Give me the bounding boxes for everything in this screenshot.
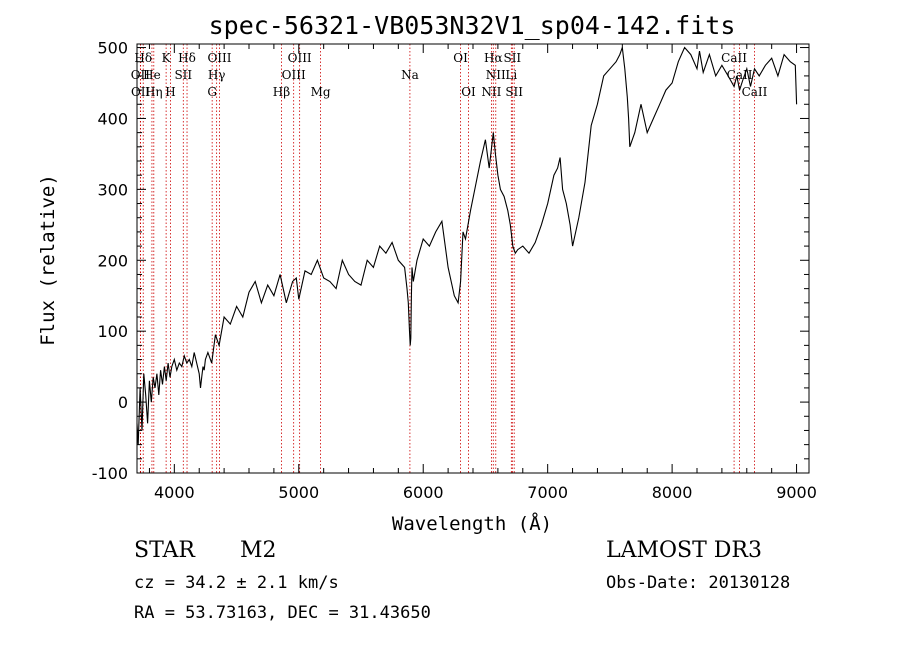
line-marker-label: Na [401, 68, 419, 82]
y-tick-label: 200 [97, 251, 128, 270]
x-tick-label: 9000 [776, 483, 817, 502]
y-tick-label: 400 [97, 109, 128, 128]
line-marker-label: NII [486, 68, 506, 82]
subclass: M2 [240, 538, 277, 563]
line-marker-label: K [162, 51, 172, 65]
line-marker-label: SII [505, 85, 523, 99]
y-tick-label: 0 [118, 393, 128, 412]
line-marker-label: Mg [311, 85, 331, 99]
x-axis-ticks: 4000 5000 6000 7000 8000 9000 [148, 44, 817, 502]
line-marker-label: Hη [145, 85, 163, 99]
line-marker-label: SII [174, 68, 192, 82]
line-marker-label: He [143, 68, 161, 82]
object-type: STAR [134, 538, 195, 563]
y-axis-ticks: -100 0 100 200 300 400 500 [92, 39, 809, 483]
line-marker-label: OI [461, 85, 476, 99]
x-tick-label: 4000 [154, 483, 195, 502]
line-marker-label: OII [131, 68, 151, 82]
line-marker-label: OIII [282, 68, 306, 82]
plot-frame [136, 43, 810, 474]
line-marker-label: H [165, 85, 175, 99]
x-tick-label: 6000 [403, 483, 444, 502]
line-markers [139, 44, 755, 473]
spectrum-line [136, 46, 798, 445]
line-marker-label: Hγ [208, 68, 226, 82]
y-tick-label: 300 [97, 180, 128, 199]
line-marker-label: OII [131, 85, 151, 99]
line-marker-label: OIII [207, 51, 231, 65]
line-marker-label: Hδ [178, 51, 196, 65]
y-tick-label: -100 [92, 464, 128, 483]
line-marker-label: CaII [721, 51, 747, 65]
y-tick-label: 500 [97, 39, 128, 58]
x-tick-label: 8000 [652, 483, 693, 502]
redshift-cz: cz = 34.2 ± 2.1 km/s [134, 573, 339, 593]
x-tick-label: 7000 [527, 483, 568, 502]
y-axis-label: Flux (relative) [37, 174, 59, 346]
survey-name: LAMOST DR3 [606, 538, 762, 563]
line-marker-label: OIII [288, 51, 312, 65]
coordinates: RA = 53.73163, DEC = 31.43650 [134, 603, 431, 623]
obs-date: Obs-Date: 20130128 [606, 573, 791, 593]
line-marker-label: CaII [742, 85, 768, 99]
y-tick-label: 100 [97, 322, 128, 341]
line-marker-label: G [207, 85, 217, 99]
x-axis-label: Wavelength (Å) [392, 512, 552, 535]
x-tick-label: 5000 [278, 483, 319, 502]
line-marker-label: SII [503, 51, 521, 65]
line-marker-label: NII [481, 85, 501, 99]
line-marker-label: OI [453, 51, 468, 65]
line-marker-label: Li [505, 68, 517, 82]
line-marker-label: Hβ [273, 85, 290, 99]
chart-title: spec-56321-VB053N32V1_sp04-142.fits [209, 11, 736, 40]
line-marker-label: Hα [484, 51, 503, 65]
